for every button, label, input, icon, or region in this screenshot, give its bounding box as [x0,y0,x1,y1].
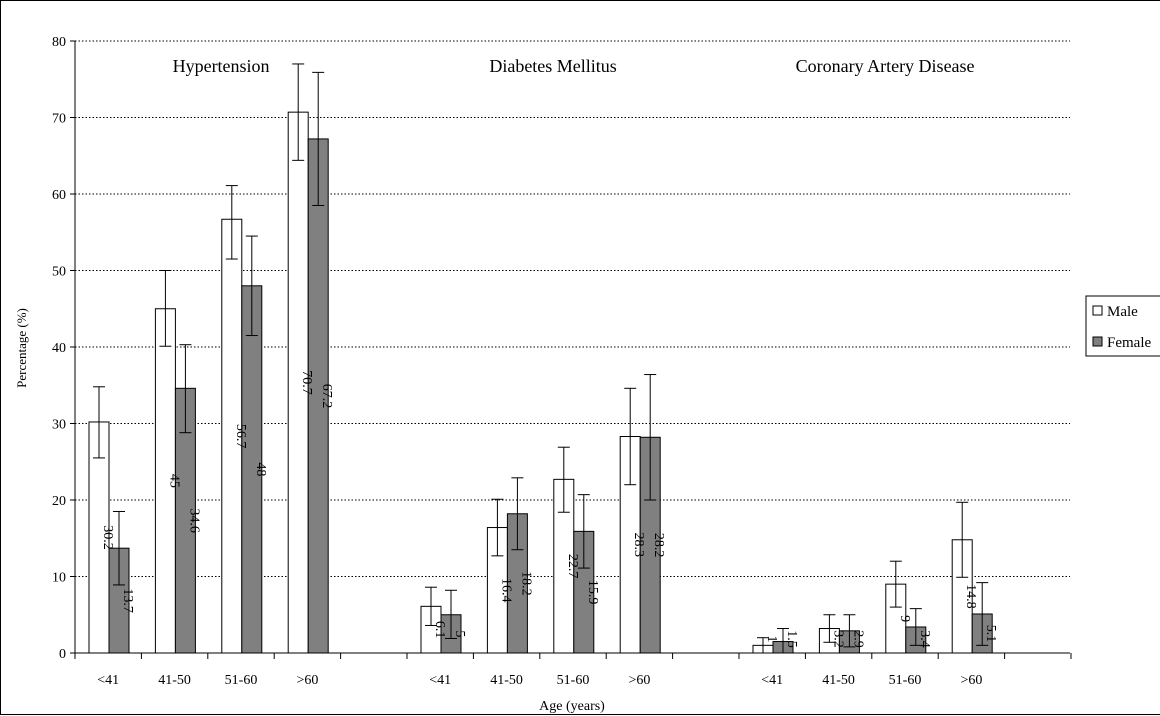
group-title: Coronary Artery Disease [796,56,975,76]
data-label: 1 [764,636,779,643]
x-tick-label: <41 [761,673,783,688]
y-tick-label: 80 [52,35,66,50]
data-label: 28.2 [651,533,666,558]
y-tick-label: 0 [59,647,66,662]
y-tick-label: 30 [52,418,66,433]
data-label: 3.4 [917,630,932,648]
data-label: 28.3 [631,533,646,558]
y-tick-label: 60 [52,188,66,203]
legend-swatch-male [1092,305,1103,316]
legend-swatch-female [1092,336,1103,347]
y-tick-label: 40 [52,341,66,356]
y-tick-label: 10 [52,571,66,586]
data-label: 48 [253,462,268,476]
data-label: 6.1 [432,621,447,639]
legend: Male Female [1085,295,1160,357]
data-label: 67.2 [319,384,334,409]
data-label: 30.2 [100,525,115,550]
x-tick-label: 41-50 [158,673,191,688]
data-label: 13.7 [120,588,135,613]
data-label: 18.2 [518,571,533,596]
legend-label-male: Male [1107,304,1138,320]
x-axis-label: Age (years) [539,699,605,714]
x-tick-label: 41-50 [822,673,855,688]
data-label: 56.7 [233,424,248,449]
y-tick-label: 50 [52,265,66,280]
group-title: Diabetes Mellitus [489,56,616,76]
x-tick-label: >60 [296,673,318,688]
data-label: 70.7 [299,370,314,395]
legend-label-female: Female [1107,335,1151,351]
data-label: 34.6 [186,508,201,533]
data-label: 5 [452,630,467,637]
data-label: 14.8 [963,584,978,609]
data-label: 15.9 [585,580,600,605]
data-label: 9 [897,615,912,622]
data-label: 2.9 [850,630,865,648]
bars-layer [88,63,993,654]
x-tick-label: <41 [429,673,451,688]
data-label: 22.7 [565,554,580,579]
data-label: 1.5 [784,630,799,648]
labels-layer: Hypertension <41 30.2 13.7 41-50 45 34.6 51-60 5… [97,56,998,688]
x-tick-label: 51-60 [889,673,922,688]
group-title: Hypertension [173,56,270,76]
data-label: 3.2 [830,630,845,648]
x-tick-label: 51-60 [225,673,258,688]
data-label: 5.1 [983,625,998,643]
data-label: 45 [166,474,181,488]
y-tick-label: 70 [52,112,66,127]
x-tick-label: >60 [960,673,982,688]
x-tick-label: 41-50 [490,673,523,688]
axes-layer: 0 10 20 30 40 50 60 70 80 [52,35,1072,662]
y-tick-label: 20 [52,494,66,509]
x-tick-label: >60 [628,673,650,688]
data-label: 16.4 [498,578,513,603]
x-tick-label: 51-60 [557,673,590,688]
x-tick-label: <41 [97,673,119,688]
y-axis-label: Percentage (%) [14,308,29,388]
